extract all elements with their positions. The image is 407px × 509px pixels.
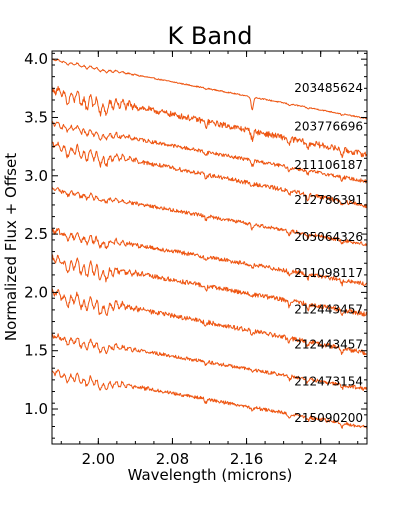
series-label: 205064326 xyxy=(294,230,363,244)
series-label: 212473154 xyxy=(294,375,363,389)
series-label: 212786391 xyxy=(294,193,363,207)
spectrum-line xyxy=(52,227,367,287)
spectrum-line xyxy=(52,85,367,159)
series-label: 215090200 xyxy=(294,411,363,425)
spectrum-line xyxy=(52,140,367,209)
y-tick-label: 1.5 xyxy=(24,342,48,360)
series-label: 211098117 xyxy=(294,266,363,280)
spectrum-line xyxy=(52,369,367,430)
y-tick-label: 2.5 xyxy=(24,225,48,243)
y-axis-label: Normalized Flux + Offset xyxy=(2,153,20,341)
spectrum-line xyxy=(52,58,367,120)
series-labels: 203485624 203776696 211106187 212786391 2050… xyxy=(294,81,363,425)
series-label: 212443457 xyxy=(294,337,363,351)
y-tick-label: 3.5 xyxy=(24,108,48,126)
spectrum-line xyxy=(52,287,367,356)
y-tick-label: 3.0 xyxy=(24,167,48,185)
y-tick-label: 2.0 xyxy=(24,283,48,301)
chart-title: K Band xyxy=(168,22,253,50)
y-tick-label: 1.0 xyxy=(24,400,48,418)
spectrum-line xyxy=(52,120,367,184)
series-label: 212443457 xyxy=(294,302,363,316)
spectrum-line xyxy=(52,186,367,247)
series-label: 211106187 xyxy=(294,158,363,172)
x-tick-label: 2.00 xyxy=(82,450,115,468)
x-tick-label: 2.08 xyxy=(156,450,189,468)
x-axis-label: Wavelength (microns) xyxy=(128,466,293,484)
series-label: 203485624 xyxy=(294,81,363,95)
y-tick-label: 4.0 xyxy=(24,50,48,68)
x-tick-label: 2.24 xyxy=(304,450,337,468)
x-tick-label: 2.16 xyxy=(230,450,263,468)
spectrum-line xyxy=(52,333,367,391)
spectrum-line xyxy=(52,254,367,317)
plot-content xyxy=(52,58,367,430)
axis-ticks: 2.00 2.08 2.16 2.24 1.0 1.5 2.0 2.5 3.0 3.5 4.0 xyxy=(24,50,367,468)
series-label: 203776696 xyxy=(294,119,363,133)
